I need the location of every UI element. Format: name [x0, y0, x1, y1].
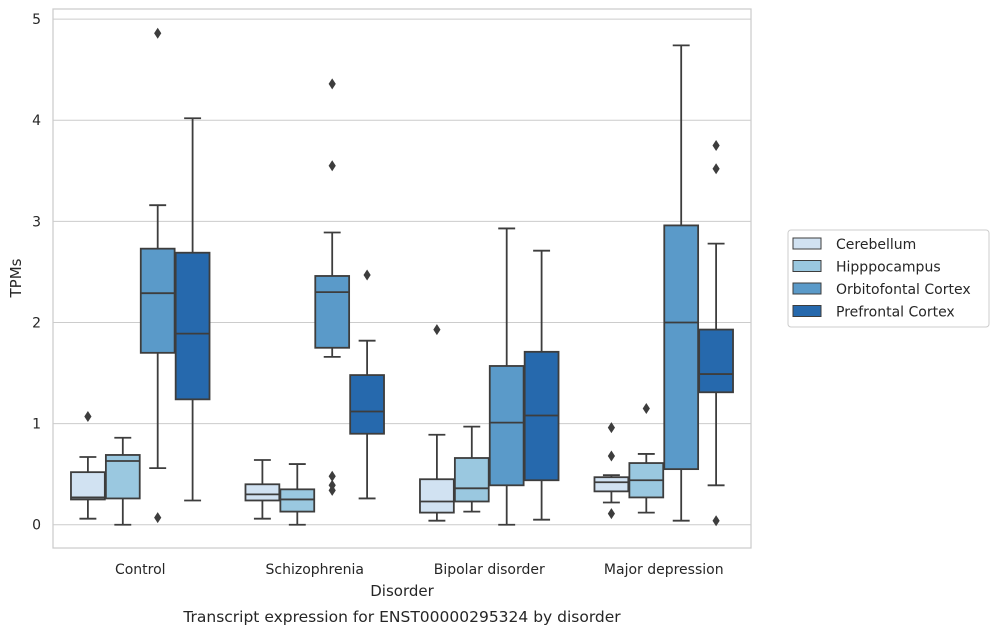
box-iqr [70, 471, 106, 501]
box-3-1 [628, 402, 665, 514]
outlier-point [642, 402, 650, 414]
box-3-3 [698, 140, 734, 527]
box-iqr [419, 478, 455, 514]
box-iqr [593, 476, 630, 493]
y-tick-label: 4 [32, 113, 41, 129]
outlier-point [607, 422, 615, 434]
x-tick-label: Bipolar disorder [434, 562, 545, 578]
figure-caption: Transcript expression for ENST0000029532… [182, 608, 621, 626]
box-0-2 [139, 27, 176, 524]
box-2-1 [453, 425, 490, 513]
box-2-3 [523, 249, 560, 521]
outlier-point [607, 508, 615, 520]
legend-swatch [792, 282, 822, 295]
x-axis-label: Disorder [370, 582, 434, 600]
legend-label: Prefrontal Cortex [836, 305, 955, 321]
outlier-point [328, 160, 336, 172]
outlier-point [328, 470, 336, 482]
box-iqr [488, 365, 525, 487]
box-1-1 [279, 463, 316, 526]
box-0-3 [174, 117, 211, 502]
legend: Cerebellum Hipppocampus Orbitofontal Corte… [787, 229, 990, 328]
y-tick-label: 0 [32, 518, 41, 534]
outlier-point [328, 78, 336, 90]
y-tick-label: 5 [32, 12, 41, 28]
box-iqr [174, 251, 211, 401]
box-iqr [244, 483, 281, 502]
x-tick-label: Control [115, 562, 166, 578]
legend-swatch [792, 237, 822, 250]
outlier-point [607, 450, 615, 462]
box-1-0 [244, 459, 281, 520]
outlier-point [712, 163, 720, 175]
y-tick-label: 3 [32, 214, 41, 230]
y-tick-labels: 0 1 2 3 4 5 [32, 12, 41, 534]
outlier-point [154, 27, 162, 39]
box-iqr [663, 224, 700, 471]
legend-label: Orbitofontal Cortex [836, 282, 971, 298]
outlier-point [712, 140, 720, 152]
y-axis-label: TPMs [7, 258, 25, 298]
legend-label: Cerebellum [836, 237, 916, 253]
legend-swatch [792, 260, 822, 272]
box-iqr [698, 328, 734, 394]
outlier-point [433, 324, 441, 336]
box-1-2 [314, 78, 351, 496]
box-iqr [279, 488, 316, 513]
x-tick-label: Major depression [604, 562, 724, 578]
box-iqr [453, 457, 490, 503]
y-tick-label: 1 [32, 417, 41, 433]
outlier-point [328, 484, 336, 496]
x-tick-labels: Control Schizophrenia Bipolar disorder Majo… [115, 562, 724, 578]
box-2-2 [488, 227, 525, 526]
plot-frame [52, 8, 752, 549]
box-3-0 [593, 422, 630, 520]
y-tick-label: 2 [32, 315, 41, 331]
legend-frame [787, 229, 990, 328]
outlier-point [84, 411, 92, 423]
outlier-point [712, 515, 720, 527]
box-0-1 [104, 436, 141, 526]
outlier-point [154, 512, 162, 524]
box-0-0 [70, 411, 106, 520]
box-iqr [139, 247, 176, 354]
box-iqr [104, 454, 141, 500]
box-3-2 [663, 44, 700, 522]
x-tick-label: Schizophrenia [266, 562, 364, 578]
box-2-0 [419, 324, 455, 522]
box-1-3 [349, 269, 385, 500]
box-groups [70, 27, 734, 527]
legend-swatch [792, 305, 822, 317]
legend-label: Hipppocampus [836, 260, 941, 276]
outlier-point [363, 269, 371, 281]
box-iqr [349, 374, 385, 435]
box-iqr [314, 275, 351, 349]
